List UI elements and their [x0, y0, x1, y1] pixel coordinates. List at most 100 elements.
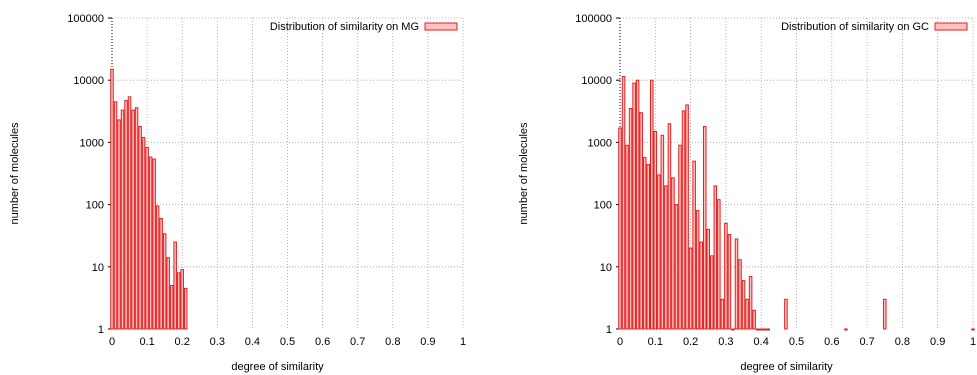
histogram-bar — [148, 156, 153, 330]
histogram-bar — [731, 328, 735, 331]
histogram-bar — [621, 75, 626, 330]
histogram-bar — [113, 101, 118, 330]
histogram-bar — [692, 160, 696, 330]
y-tick-label: 10000 — [581, 75, 612, 87]
y-tick-label: 1000 — [80, 137, 104, 149]
y-axis-label: number of molecules — [9, 122, 21, 225]
histogram-bar — [681, 110, 686, 330]
legend-label: Distribution of similarity on MG — [270, 21, 419, 33]
histogram-bar — [183, 287, 188, 330]
histogram-bar — [155, 205, 160, 330]
x-tick-label: 0.6 — [315, 336, 330, 348]
histogram-bar — [127, 96, 132, 330]
y-tick-label: 100 — [594, 200, 612, 212]
histogram-bar — [685, 104, 689, 330]
x-tick-label: 0.5 — [280, 336, 295, 348]
x-tick-label: 0.8 — [895, 336, 910, 348]
chart-mg: 1 10 100 1000 10000 100000 0 0.1 0.2 0.3 0.4 0.5 0.6… — [9, 13, 466, 373]
x-tick-label: 0.7 — [350, 336, 365, 348]
x-tick-label: 0.4 — [754, 336, 769, 348]
histogram-bar — [699, 241, 703, 330]
y-axis-label: number of molecules — [518, 122, 530, 225]
y-tick-label: 100000 — [575, 13, 612, 25]
x-tick-label: 0.2 — [175, 336, 190, 348]
histogram-bar — [678, 144, 682, 330]
histogram-bar — [664, 185, 668, 330]
x-axis-label: degree of similarity — [231, 361, 324, 373]
histogram-bar — [159, 217, 163, 330]
histogram-bar — [844, 328, 848, 331]
histogram-bar — [717, 199, 721, 330]
histogram-bar — [162, 233, 167, 330]
histogram-bar — [713, 185, 718, 330]
histogram-bar — [762, 328, 767, 331]
legend-swatch — [424, 22, 458, 31]
histogram-bar — [134, 107, 139, 330]
histogram-bar — [759, 328, 763, 331]
histogram-bar — [674, 204, 679, 330]
histogram-bar — [724, 222, 728, 330]
x-tick-label: 0 — [109, 336, 115, 348]
histogram-bar — [152, 158, 156, 330]
histogram-bar — [110, 68, 114, 330]
x-tick-label: 0.8 — [385, 336, 400, 348]
y-tick-label: 100000 — [67, 13, 104, 25]
histogram-bar — [173, 241, 177, 330]
histogram-bar — [639, 112, 643, 330]
y-tick-label: 10 — [92, 262, 104, 274]
histogram-bar — [166, 257, 170, 330]
y-tick-label: 100 — [86, 200, 104, 212]
x-tick-label: 0.7 — [859, 336, 874, 348]
y-tick-label: 10 — [600, 262, 612, 274]
y-tick-label: 1 — [606, 324, 612, 336]
histogram-bar — [169, 285, 174, 330]
x-tick-label: 0.1 — [139, 336, 154, 348]
x-tick-label: 0.9 — [420, 336, 435, 348]
x-tick-label: 0.2 — [683, 336, 698, 348]
histogram-bar — [632, 82, 636, 330]
x-tick-label: 0.3 — [718, 336, 733, 348]
x-tick-label: 0.1 — [648, 336, 663, 348]
y-tick-label: 1000 — [588, 137, 612, 149]
chart-gc: 1 10 100 1000 10000 100000 0 0.1 0.2 0.3 0.4 0.5 0.6… — [518, 13, 976, 373]
histogram-bar — [180, 269, 184, 330]
x-tick-label: 0.6 — [824, 336, 839, 348]
histogram-bar — [720, 298, 725, 330]
x-tick-label: 0.5 — [789, 336, 804, 348]
histogram-bar — [628, 108, 633, 330]
histogram-bar — [734, 238, 739, 330]
histogram-bar — [635, 79, 640, 330]
histogram-bar — [706, 228, 711, 330]
histogram-bar — [710, 255, 714, 330]
histogram-bar — [971, 328, 975, 331]
y-tick-label: 10000 — [73, 75, 104, 87]
histogram-bar — [695, 210, 700, 330]
x-tick-label: 1 — [460, 336, 466, 348]
y-tick-label: 1 — [98, 324, 104, 336]
histogram-bar — [145, 146, 149, 330]
histogram-bar — [117, 119, 121, 330]
x-tick-label: 0.4 — [245, 336, 260, 348]
histogram-bar — [667, 123, 672, 330]
histogram-bar — [141, 136, 146, 330]
histogram-bar — [176, 272, 181, 330]
histogram-bar — [702, 126, 707, 330]
legend-swatch — [934, 22, 968, 31]
legend-label: Distribution of similarity on GC — [781, 21, 929, 33]
histogram-bar — [752, 309, 756, 330]
histogram-bar — [741, 280, 746, 330]
histogram-bar — [657, 174, 661, 330]
histogram-bar — [625, 144, 629, 330]
histogram-bar — [642, 157, 647, 330]
histogram-bar — [748, 275, 753, 330]
histogram-bar — [646, 164, 651, 330]
histogram-bar — [660, 134, 665, 330]
x-axis-label: degree of similarity — [740, 361, 833, 373]
histogram-bar — [688, 247, 693, 330]
histogram-bar — [131, 109, 135, 330]
histogram-bar — [882, 298, 887, 330]
histogram-bar — [745, 298, 749, 330]
histogram-bar — [755, 328, 760, 331]
histogram-bar — [120, 109, 125, 330]
